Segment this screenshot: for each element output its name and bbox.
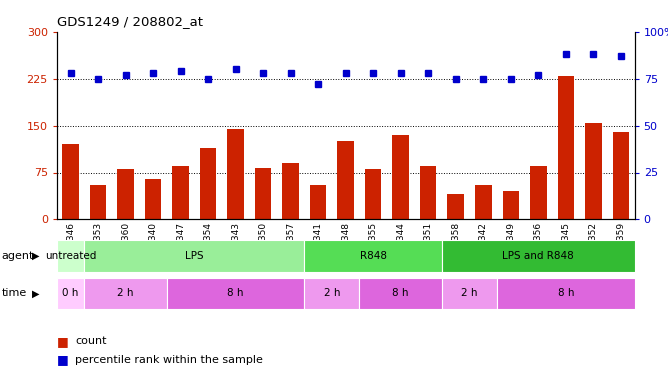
Text: ■: ■ <box>57 335 69 348</box>
Text: time: time <box>1 288 27 298</box>
Bar <box>359 278 442 309</box>
Text: 8 h: 8 h <box>393 288 409 298</box>
Bar <box>227 129 244 219</box>
Bar <box>90 185 106 219</box>
Bar <box>442 240 635 272</box>
Bar <box>283 163 299 219</box>
Bar <box>57 278 84 309</box>
Bar <box>502 191 519 219</box>
Bar <box>475 185 492 219</box>
Bar <box>145 179 162 219</box>
Text: 0 h: 0 h <box>62 288 79 298</box>
Bar <box>310 185 327 219</box>
Text: agent: agent <box>1 251 33 261</box>
Text: untreated: untreated <box>45 251 96 261</box>
Bar <box>305 278 359 309</box>
Bar <box>442 278 497 309</box>
Bar <box>393 135 409 219</box>
Text: 2 h: 2 h <box>118 288 134 298</box>
Bar <box>420 166 436 219</box>
Text: 8 h: 8 h <box>227 288 244 298</box>
Bar <box>172 166 189 219</box>
Text: 2 h: 2 h <box>324 288 340 298</box>
Text: ▶: ▶ <box>32 251 39 261</box>
Text: 2 h: 2 h <box>462 288 478 298</box>
Bar <box>118 170 134 219</box>
Text: count: count <box>75 336 107 346</box>
Text: percentile rank within the sample: percentile rank within the sample <box>75 355 263 365</box>
Text: ▶: ▶ <box>32 288 39 298</box>
Bar <box>448 194 464 219</box>
Bar <box>305 240 442 272</box>
Bar <box>497 278 635 309</box>
Bar <box>57 240 84 272</box>
Bar <box>613 132 629 219</box>
Bar <box>585 123 602 219</box>
Text: 8 h: 8 h <box>558 288 574 298</box>
Text: ■: ■ <box>57 354 69 366</box>
Bar <box>365 170 381 219</box>
Bar <box>84 278 167 309</box>
Bar <box>558 76 574 219</box>
Text: R848: R848 <box>359 251 387 261</box>
Bar <box>62 144 79 219</box>
Bar <box>337 141 354 219</box>
Bar <box>167 278 305 309</box>
Bar <box>84 240 305 272</box>
Text: GDS1249 / 208802_at: GDS1249 / 208802_at <box>57 15 203 28</box>
Bar <box>200 147 216 219</box>
Bar <box>255 168 271 219</box>
Text: LPS: LPS <box>185 251 204 261</box>
Text: LPS and R848: LPS and R848 <box>502 251 574 261</box>
Bar <box>530 166 546 219</box>
